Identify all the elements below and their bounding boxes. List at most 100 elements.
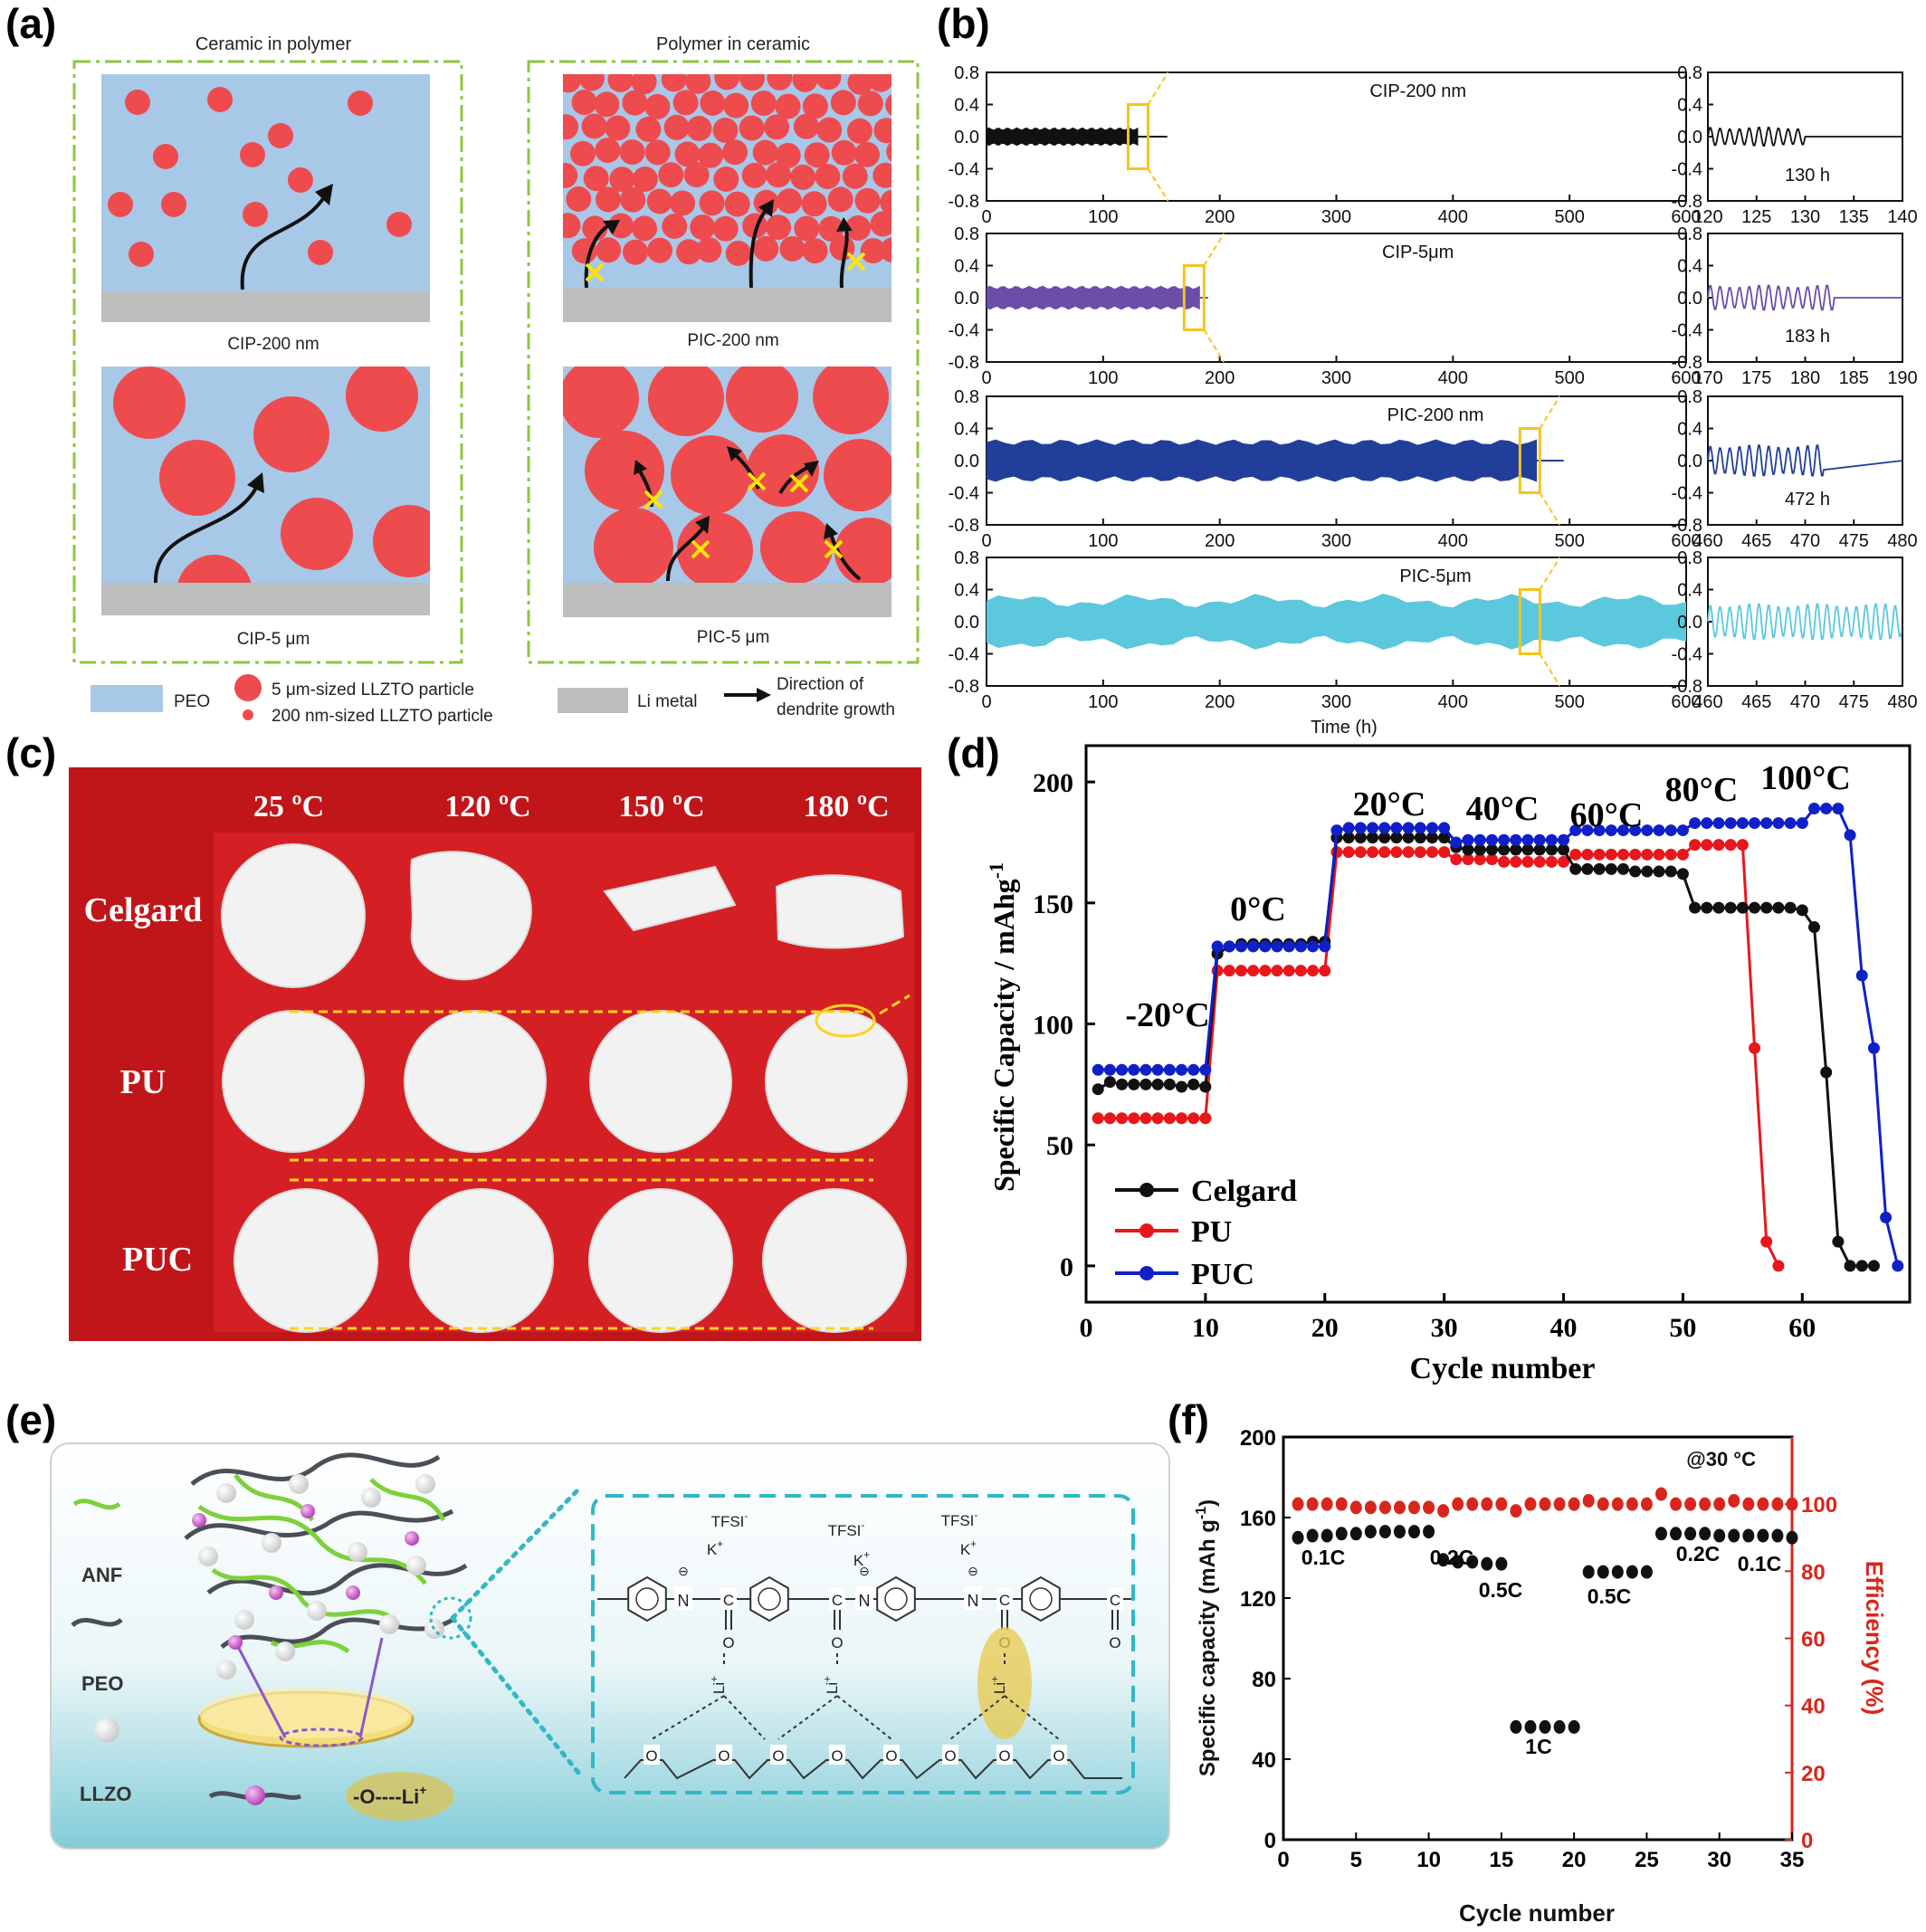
d-ytick-label: 100	[1033, 1011, 1073, 1041]
f-rate-label: 0.1C	[1738, 1552, 1782, 1575]
d-point-PU	[1473, 853, 1486, 866]
b-series-name: CIP-5μm	[1382, 243, 1454, 262]
d-point-Celgard	[1116, 1078, 1129, 1090]
llzto-particle	[685, 74, 711, 94]
b-xtick-label: 500	[1554, 692, 1584, 712]
zoom-circle	[429, 1596, 472, 1640]
network-strand	[184, 1508, 454, 1540]
d-point-PU	[1510, 855, 1522, 868]
bond-label: -O----Li+	[353, 1783, 426, 1808]
f-point-capacity	[1771, 1528, 1784, 1543]
network-strand	[206, 1563, 468, 1596]
o-bg	[883, 1745, 900, 1765]
llzto-particle	[815, 74, 842, 90]
d-ytick-label: 150	[1033, 890, 1073, 919]
llzto-particle	[802, 238, 828, 264]
d-point-PUC	[1569, 824, 1582, 837]
panel-c: (c) 25 ºC 120 ºC 150 ºC 180 ºC Celgard P…	[5, 729, 921, 1341]
d-point-PU	[1485, 853, 1498, 866]
d-point-PUC	[1653, 824, 1665, 837]
d-point-PUC	[1701, 817, 1713, 830]
llzto-particle	[571, 90, 597, 116]
b-zoom-xtick-label: 460	[1692, 692, 1722, 712]
d-point-PU	[1092, 1112, 1104, 1125]
b-ytick-label: 0.4	[954, 96, 979, 116]
panel-f-label: (f)	[1168, 1396, 1209, 1443]
f-ytick-label: 160	[1240, 1507, 1276, 1531]
d-point-PUC	[1223, 940, 1235, 953]
b-ytick-label: 0.4	[954, 581, 979, 601]
b-zoom-xtick-label: 170	[1692, 368, 1722, 388]
f-point-capacity	[1654, 1527, 1667, 1541]
c-bg	[720, 1588, 737, 1610]
d-point-PUC	[1545, 833, 1558, 846]
f-point-capacity	[1568, 1719, 1580, 1734]
n-bg	[964, 1586, 982, 1610]
d-point-PU	[1199, 1112, 1212, 1125]
e-legend: ANF PEO LLZO -O----Li+	[71, 1499, 454, 1821]
negative-charge: ⊖	[678, 1564, 689, 1578]
k-cation: K+	[853, 1548, 870, 1569]
d-point-Celgard	[1807, 921, 1820, 934]
d-point-PU	[1689, 839, 1702, 852]
b-ytick-label: -0.8	[949, 353, 979, 373]
llzto-particle	[868, 74, 891, 92]
panel-a-label: (a)	[5, 0, 56, 47]
peo-oxygen: O	[1053, 1747, 1064, 1765]
llzto-particle	[870, 211, 891, 237]
panel-b-label: (b)	[937, 0, 990, 47]
d-point-Celgard	[1139, 1078, 1152, 1090]
b-ytick-label: -0.4	[949, 321, 979, 341]
b-zoom-xtick-label: 120	[1692, 207, 1722, 227]
b-xtick-label: 300	[1321, 531, 1351, 551]
d-point-PU	[1294, 965, 1307, 977]
d-point-PUC	[1187, 1063, 1200, 1076]
d-point-PUC	[1689, 817, 1702, 830]
d-point-PU	[1772, 1260, 1785, 1272]
llzto-particle	[827, 186, 853, 213]
d-temp-label: -20°C	[1125, 996, 1209, 1034]
polymer-network	[184, 1452, 468, 1748]
b-zoom-box	[1182, 264, 1206, 331]
b-zoom-failure-label: 130 h	[1785, 166, 1830, 186]
b-ytick-label: -0.4	[949, 484, 979, 504]
d-point-PUC	[1139, 1063, 1152, 1076]
d-point-Celgard	[1473, 843, 1486, 856]
d-xtick-label: 50	[1669, 1313, 1696, 1343]
d-point-Celgard	[1616, 862, 1629, 875]
panel-d: (d) 0 10 20 30 40 50 60 0 50 100 150 200 -20°C 0°C 20°…	[947, 729, 1912, 1385]
llzto-particle	[563, 162, 578, 188]
llzto-particle	[857, 90, 883, 117]
b-ytick-label: 0.8	[954, 548, 979, 568]
d-point-PU	[1342, 846, 1355, 859]
b-ytick-label: 0.8	[954, 387, 979, 407]
legend-llzo: LLZO	[80, 1783, 131, 1805]
row-puc: PUC	[122, 1241, 193, 1279]
d-point-PU	[1605, 848, 1617, 861]
d-point-PUC	[1749, 817, 1761, 830]
llzto-particle	[712, 215, 739, 242]
d-temp-label: 40°C	[1466, 790, 1540, 828]
f-point-efficiency	[1757, 1497, 1769, 1511]
f-point-capacity	[1437, 1553, 1450, 1567]
d-point-PU	[1664, 848, 1677, 861]
d-point-PUC	[1712, 817, 1725, 830]
panel-e-label: (e)	[5, 1396, 56, 1443]
d-temp-label: 80°C	[1665, 771, 1739, 809]
d-point-PUC	[1473, 833, 1486, 846]
legend-small-particle-label: 200 nm-sized LLZTO particle	[272, 707, 493, 726]
d-xtick-label: 20	[1311, 1313, 1339, 1343]
b-ytick-label: -0.4	[949, 645, 979, 665]
caption-cip-200nm: CIP-200 nm	[227, 335, 319, 354]
b-xtick-label: 400	[1438, 207, 1468, 227]
llzo-ball	[216, 1660, 236, 1680]
f-point-capacity	[1699, 1527, 1711, 1541]
ceramic-in-polymer-frame	[72, 60, 463, 664]
f-point-efficiency	[1771, 1497, 1784, 1511]
b-zoom-failure-label: 183 h	[1785, 327, 1830, 347]
d-point-PU	[1438, 846, 1451, 859]
f-y2label: Efficiency (%)	[1861, 1561, 1888, 1716]
llzto-particle	[623, 239, 648, 265]
f-point-capacity	[1670, 1527, 1683, 1541]
d-point-PUC	[1425, 822, 1438, 834]
